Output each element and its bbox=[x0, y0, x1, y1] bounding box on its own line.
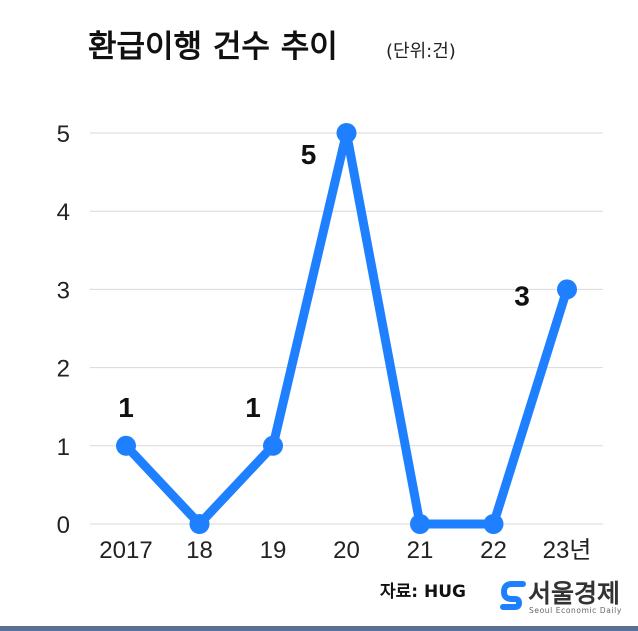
x-tick-label: 19 bbox=[260, 537, 287, 564]
logo-text: 서울경제 bbox=[528, 579, 620, 608]
data-label: 5 bbox=[301, 139, 317, 170]
y-tick-label: 5 bbox=[57, 121, 70, 148]
logo-subtext: Seoul Economic Daily bbox=[529, 606, 622, 615]
x-tick-label: 21 bbox=[407, 537, 434, 564]
data-point bbox=[557, 279, 577, 300]
data-label: 1 bbox=[118, 392, 134, 423]
y-tick-label: 2 bbox=[57, 356, 70, 383]
data-label: 3 bbox=[514, 280, 530, 311]
chart-title: 환급이행 건수 추이 bbox=[88, 29, 338, 65]
data-point bbox=[189, 514, 210, 534]
data-label: 1 bbox=[245, 392, 261, 423]
data-point bbox=[263, 435, 283, 456]
footer-bar bbox=[0, 626, 638, 631]
y-tick-label: 0 bbox=[57, 512, 70, 539]
x-tick-label: 22 bbox=[480, 537, 507, 564]
y-axis-ticks: 0 1 2 3 4 5 bbox=[57, 121, 70, 539]
brand-logo: 서울경제 Seoul Economic Daily bbox=[500, 579, 622, 615]
data-labels: 1 1 5 3 bbox=[118, 139, 530, 423]
x-tick-label: 20 bbox=[333, 537, 360, 564]
x-tick-label: 23년 bbox=[543, 537, 592, 564]
gridlines bbox=[90, 132, 603, 525]
data-point bbox=[116, 435, 136, 456]
series-layer bbox=[116, 123, 577, 534]
x-tick-label: 18 bbox=[186, 537, 213, 564]
s-logo-icon bbox=[500, 581, 526, 610]
data-point bbox=[336, 123, 357, 143]
data-point bbox=[483, 514, 504, 534]
y-tick-label: 1 bbox=[57, 434, 70, 461]
y-tick-label: 3 bbox=[57, 277, 70, 304]
x-tick-label: 2017 bbox=[99, 537, 152, 564]
data-point bbox=[410, 514, 430, 534]
x-axis-ticks: 2017 18 19 20 21 22 23년 bbox=[99, 537, 591, 564]
series-line bbox=[121, 128, 572, 529]
chart-unit: (단위:건) bbox=[386, 41, 456, 62]
source-note: 자료: HUG bbox=[380, 582, 466, 602]
y-tick-label: 4 bbox=[57, 199, 70, 226]
